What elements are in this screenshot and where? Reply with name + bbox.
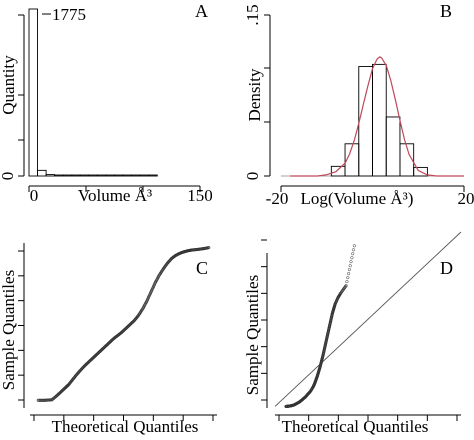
panel-a-ylabel: Quantity	[0, 55, 18, 115]
panel-b-bar-4	[385, 116, 401, 177]
panel-b-xtick-label-right: 20	[458, 189, 474, 208]
panel-d-xticks	[278, 415, 458, 421]
panel-b-ytick-label-15: .15	[243, 4, 262, 25]
panel-a-xtick-label-150: 150	[187, 186, 213, 205]
panel-c-points	[36, 246, 211, 402]
qq-point-3-296	[349, 260, 353, 264]
panel-a-bar-7	[88, 174, 98, 177]
panel-d-points	[284, 244, 356, 409]
panel-a-bar-9	[105, 174, 115, 177]
panel-a-bar-0	[28, 8, 39, 177]
panel-a-bar-14	[148, 174, 158, 177]
qq-point-3-289	[344, 284, 348, 288]
qq-point-3-292	[346, 276, 350, 280]
panel-c: C Sample Quantiles Theoretical Quantiles	[0, 243, 217, 436]
panel-a-letter: A	[195, 1, 208, 21]
qq-point-2-390	[207, 246, 211, 250]
qq-point-3-290	[344, 284, 348, 288]
panel-a-bar-5	[71, 174, 81, 177]
panel-b-bar-5	[399, 143, 415, 177]
panel-c-letter: C	[196, 258, 208, 278]
panel-c-yticks	[18, 250, 24, 401]
qq-point-2-247	[144, 301, 148, 305]
panel-d-ylabel: Sample Quantiles	[243, 275, 262, 395]
qq-point-3-295	[348, 264, 352, 268]
panel-b-xtick-label-left: -20	[266, 189, 289, 208]
panel-b-bars	[330, 63, 428, 177]
panel-b-letter: B	[440, 1, 452, 21]
panel-a-annotation: 1775	[52, 5, 86, 24]
qq-point-3-294	[347, 268, 351, 272]
panel-b-density-curve	[290, 56, 464, 177]
qq-point-3-293	[347, 272, 351, 276]
panel-a-xlabel: Volume Å³	[78, 186, 152, 205]
panel-c-xlabel: Theoretical Quantiles	[52, 417, 199, 436]
panel-a-bar-12	[131, 174, 141, 177]
qq-point-3-297	[350, 256, 354, 260]
qq-point-3-291	[345, 280, 349, 284]
panel-d: D Sample Quantiles Theoretical Quantiles	[243, 231, 462, 436]
panel-a-bar-6	[79, 174, 90, 177]
panel-b-ylabel: Density	[245, 68, 264, 121]
panel-d-reference-line	[274, 231, 462, 407]
panel-d-xlabel: Theoretical Quantiles	[282, 417, 429, 436]
panel-a: A Quantity Volume Å³ 0 0 150 1775	[0, 1, 213, 205]
panel-a-bar-3	[54, 174, 64, 177]
panel-a-bar-1	[37, 169, 47, 177]
panel-c-ylabel: Sample Quantiles	[0, 270, 18, 390]
panel-b-ytick-label-0: 0	[243, 172, 262, 181]
panel-b-bar-6	[413, 166, 428, 177]
panel-a-bars	[28, 8, 158, 177]
qq-point-3-299	[351, 248, 356, 252]
panel-b-bar-3	[372, 63, 387, 177]
panel-b: B Density Log(Volume Å³) 0 .15 -20 20	[243, 1, 474, 208]
panel-a-bar-11	[122, 174, 133, 177]
panel-a-xtick-label-0: 0	[30, 186, 39, 205]
qq-point-3-300	[352, 244, 356, 248]
panel-a-ytick-label-0: 0	[0, 172, 17, 181]
panel-d-letter: D	[440, 258, 453, 278]
panel-a-bar-2	[45, 174, 56, 177]
panel-a-bar-13	[139, 174, 150, 177]
panel-a-bar-10	[114, 174, 124, 177]
panel-a-bar-8	[96, 174, 107, 177]
panel-b-xlabel: Log(Volume Å³)	[301, 189, 414, 208]
panel-b-bar-2	[358, 66, 373, 177]
panel-d-yticks	[261, 239, 267, 401]
panel-c-xticks	[33, 415, 214, 421]
panel-b-bar-0	[330, 165, 346, 177]
qq-point-3-298	[351, 252, 355, 256]
panel-a-bar-4	[62, 174, 73, 177]
